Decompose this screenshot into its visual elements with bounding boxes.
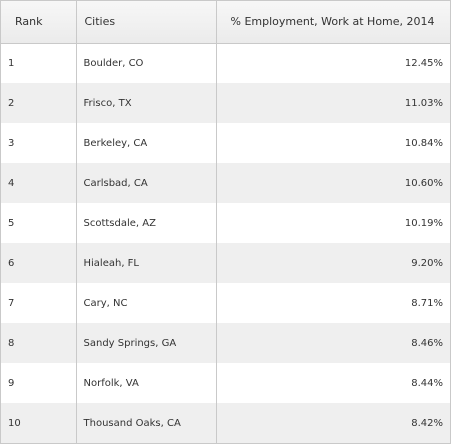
rank-cell: 3 <box>1 123 77 163</box>
percent-cell: 10.60% <box>404 177 443 189</box>
city-cell: Thousand Oaks, CA <box>76 403 217 443</box>
city-cell: Carlsbad, CA <box>76 163 217 203</box>
table-body: 1 Boulder, CO 12.45% 2 Frisco, TX 11.03%… <box>1 43 450 443</box>
table-header: Rank Cities % Employment, Work at Home, … <box>1 1 450 44</box>
table-row: 2 Frisco, TX 11.03% <box>1 83 450 123</box>
percent-cell: 8.42% <box>411 417 443 429</box>
percent-cell: 10.84% <box>404 137 443 149</box>
rank-cell: 2 <box>1 83 77 123</box>
city-cell: Frisco, TX <box>76 83 217 123</box>
rank-cell: 10 <box>1 403 77 443</box>
city-cell: Norfolk, VA <box>76 363 217 403</box>
city-cell: Boulder, CO <box>76 43 217 83</box>
city-cell: Scottsdale, AZ <box>76 203 217 243</box>
rank-cell: 6 <box>1 243 77 283</box>
table-row: 3 Berkeley, CA 10.84% <box>1 123 450 163</box>
percent-cell: 8.71% <box>411 297 443 309</box>
table-row: 5 Scottsdale, AZ 10.19% <box>1 203 450 243</box>
rank-cell: 9 <box>1 363 77 403</box>
percent-cell: 8.46% <box>411 337 443 349</box>
table-row: 1 Boulder, CO 12.45% <box>1 43 450 83</box>
city-cell: Berkeley, CA <box>76 123 217 163</box>
header-row: Rank Cities % Employment, Work at Home, … <box>1 1 450 44</box>
rank-cell: 5 <box>1 203 77 243</box>
rank-cell: 4 <box>1 163 77 203</box>
percent-cell: 12.45% <box>404 57 443 69</box>
percent-cell: 11.03% <box>404 97 443 109</box>
column-header-rank[interactable]: Rank <box>1 1 77 44</box>
percent-cell: 8.44% <box>411 377 443 389</box>
column-header-cities[interactable]: Cities <box>76 1 217 44</box>
table-row: 9 Norfolk, VA 8.44% <box>1 363 450 403</box>
column-header-percent[interactable]: % Employment, Work at Home, 2014 <box>216 1 450 44</box>
city-cell: Sandy Springs, GA <box>76 323 217 363</box>
table-row: 10 Thousand Oaks, CA 8.42% <box>1 403 450 443</box>
rank-cell: 8 <box>1 323 77 363</box>
percent-cell: 9.20% <box>411 257 443 269</box>
table-row: 7 Cary, NC 8.71% <box>1 283 450 323</box>
city-cell: Hialeah, FL <box>76 243 217 283</box>
rank-cell: 1 <box>1 43 77 83</box>
city-cell: Cary, NC <box>76 283 217 323</box>
table-row: 6 Hialeah, FL 9.20% <box>1 243 450 283</box>
table-row: 4 Carlsbad, CA 10.60% <box>1 163 450 203</box>
percent-cell: 10.19% <box>404 217 443 229</box>
table-row: 8 Sandy Springs, GA 8.46% <box>1 323 450 363</box>
rank-cell: 7 <box>1 283 77 323</box>
